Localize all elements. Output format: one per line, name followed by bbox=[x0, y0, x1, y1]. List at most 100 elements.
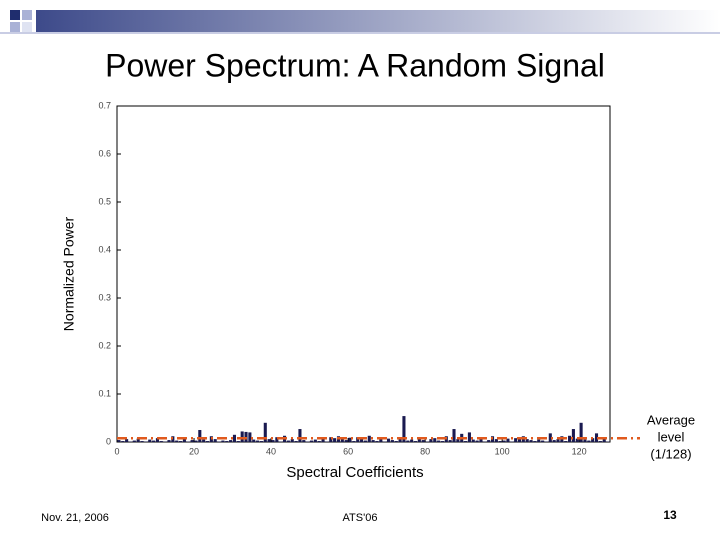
bar bbox=[402, 416, 406, 442]
bar bbox=[309, 440, 314, 442]
bar bbox=[537, 439, 541, 442]
bar bbox=[506, 438, 510, 442]
bar bbox=[417, 437, 421, 442]
bar bbox=[494, 439, 498, 442]
bar bbox=[583, 439, 587, 442]
bar bbox=[398, 438, 402, 442]
bar bbox=[321, 439, 325, 442]
footer-date: Nov. 21, 2006 bbox=[41, 512, 109, 524]
bar bbox=[236, 441, 240, 442]
bar bbox=[240, 431, 244, 442]
bar bbox=[594, 433, 599, 442]
bar bbox=[390, 440, 394, 442]
bar bbox=[132, 440, 136, 442]
y-tick-label: 0.6 bbox=[98, 148, 111, 158]
bar bbox=[275, 437, 279, 442]
bar bbox=[286, 440, 290, 442]
bar bbox=[479, 437, 483, 442]
bar bbox=[552, 440, 556, 442]
bar bbox=[344, 440, 348, 442]
bar bbox=[333, 438, 337, 442]
bar bbox=[244, 431, 248, 442]
bar bbox=[232, 434, 237, 442]
bar bbox=[194, 440, 198, 442]
bar bbox=[267, 439, 271, 442]
bar bbox=[225, 441, 229, 442]
y-tick-label: 0.5 bbox=[98, 196, 111, 206]
bar bbox=[271, 440, 275, 442]
average-label: level bbox=[658, 429, 685, 444]
bar bbox=[213, 439, 217, 442]
bar bbox=[386, 438, 391, 442]
bar bbox=[298, 429, 302, 442]
y-tick-label: 0.2 bbox=[98, 340, 111, 350]
y-tick-label: 0.4 bbox=[98, 244, 111, 254]
bar bbox=[140, 441, 144, 442]
bar bbox=[456, 439, 460, 442]
bar bbox=[202, 439, 206, 442]
bar bbox=[564, 441, 568, 442]
x-tick-label: 100 bbox=[495, 446, 510, 456]
y-tick-label: 0.3 bbox=[98, 292, 111, 302]
bar bbox=[348, 437, 352, 442]
bar bbox=[313, 439, 317, 442]
bar bbox=[356, 437, 360, 442]
bar bbox=[248, 432, 252, 442]
bar bbox=[229, 440, 233, 442]
bar bbox=[394, 441, 398, 442]
bar bbox=[413, 441, 418, 442]
bar bbox=[125, 439, 129, 442]
bar bbox=[136, 438, 140, 442]
bar bbox=[568, 435, 572, 442]
bar bbox=[406, 440, 410, 442]
bar bbox=[256, 440, 260, 442]
bar bbox=[591, 438, 595, 442]
bar bbox=[329, 437, 333, 442]
bar bbox=[221, 440, 225, 442]
bar bbox=[533, 441, 537, 442]
bar bbox=[117, 440, 121, 442]
bar bbox=[602, 439, 606, 442]
page-number: 13 bbox=[663, 508, 677, 522]
bar bbox=[437, 440, 441, 442]
bar bbox=[429, 439, 433, 442]
bar bbox=[517, 437, 522, 442]
bar bbox=[433, 438, 437, 442]
bar bbox=[155, 438, 159, 442]
bar bbox=[541, 440, 545, 442]
bar bbox=[471, 439, 475, 442]
x-tick-label: 120 bbox=[572, 446, 587, 456]
footer-event: ATS'06 bbox=[343, 512, 378, 524]
bar bbox=[252, 439, 256, 442]
bar bbox=[514, 438, 518, 442]
bar bbox=[175, 440, 179, 442]
x-tick-label: 80 bbox=[420, 446, 430, 456]
bar bbox=[571, 429, 575, 442]
average-label: (1/128) bbox=[650, 446, 691, 461]
bar bbox=[148, 439, 152, 442]
bar bbox=[302, 440, 306, 442]
bar bbox=[525, 439, 529, 442]
bar bbox=[475, 440, 479, 442]
y-tick-label: 0.7 bbox=[98, 100, 111, 110]
bar bbox=[263, 422, 267, 442]
bar bbox=[410, 439, 414, 442]
average-label: Average bbox=[647, 412, 695, 427]
bar bbox=[464, 441, 468, 442]
x-tick-label: 0 bbox=[114, 446, 119, 456]
x-tick-label: 40 bbox=[266, 446, 276, 456]
bar bbox=[448, 440, 452, 442]
plot-frame bbox=[116, 105, 611, 443]
bar bbox=[367, 435, 371, 442]
bar bbox=[529, 440, 533, 442]
bar bbox=[190, 440, 194, 442]
bar bbox=[198, 430, 202, 442]
bar bbox=[290, 439, 294, 442]
bar bbox=[159, 441, 163, 442]
bar bbox=[598, 441, 602, 442]
bar bbox=[587, 440, 591, 442]
bar bbox=[579, 422, 583, 442]
bar bbox=[259, 441, 263, 442]
bar bbox=[121, 441, 125, 442]
